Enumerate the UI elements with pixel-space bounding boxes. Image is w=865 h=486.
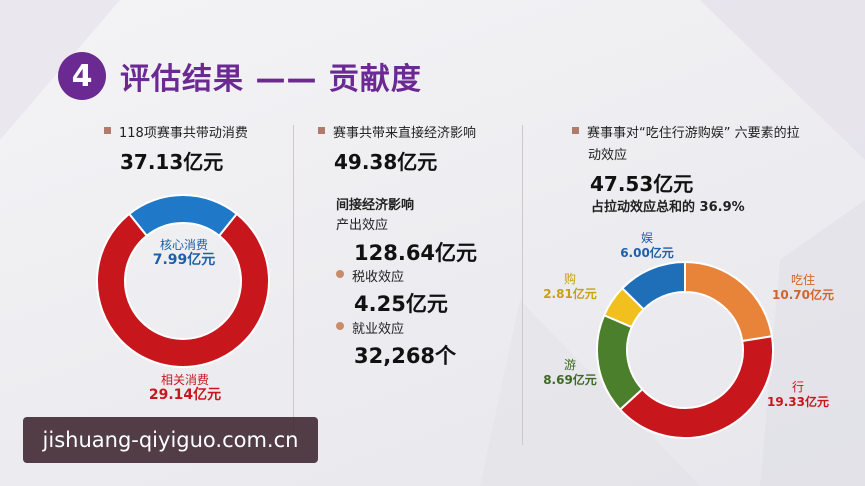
column-divider-2: [522, 125, 523, 445]
col1-heading: 118项赛事共带动消费: [104, 122, 248, 141]
segment-label-chizhu: 吃住 10.70亿元: [763, 273, 843, 303]
jobs-effect-label: 就业效应: [352, 322, 405, 337]
bullet-square-icon: [104, 127, 111, 134]
segment-value-gou: 2.81亿元: [543, 287, 597, 301]
share-value: 36.9%: [699, 200, 745, 215]
jobs-effect-value: 32,268个: [354, 344, 457, 368]
six-elements-donut-chart: [596, 260, 774, 439]
related-consumption-value: 29.14亿元: [148, 387, 222, 403]
page-title: 评估结果 —— 贡献度: [120, 62, 422, 97]
col2-label: 赛事共带来直接经济影响: [333, 126, 477, 141]
bullet-square-icon: [572, 127, 579, 134]
bullet-dot-icon: [336, 270, 344, 278]
segment-label-gou: 购 2.81亿元: [530, 272, 610, 302]
segment-value-chizhu: 10.70亿元: [772, 288, 834, 302]
segment-name-gou: 购: [563, 272, 576, 286]
six-elements-slice-4: [620, 260, 686, 311]
core-consumption-value: 7.99亿元: [152, 252, 216, 268]
column-divider-1: [293, 125, 294, 445]
six-elements-slice-0: [684, 260, 774, 343]
direct-impact-value: 49.38亿元: [334, 150, 438, 174]
segment-value-yu: 6.00亿元: [620, 246, 674, 260]
six-elements-slice-1: [618, 335, 774, 439]
bullet-dot-icon: [336, 322, 344, 330]
col3-heading: 赛事事对“吃住行游购娱” 六要素的拉: [572, 122, 800, 141]
share-line: 占拉动效应总和的 36.9%: [591, 196, 745, 215]
segment-label-you: 游 8.69亿元: [530, 358, 610, 388]
segment-name-yu: 娱: [640, 231, 653, 245]
related-consumption-label: 相关消费 29.14亿元: [130, 373, 240, 403]
col3-label-line1: 赛事事对“吃住行游购娱” 六要素的拉: [587, 126, 800, 141]
segment-label-xing: 行 19.33亿元: [754, 380, 842, 410]
core-consumption-label: 核心消费 7.99亿元: [140, 238, 228, 268]
section-number-badge: 4: [58, 52, 106, 100]
col3-label-line2: 动效应: [588, 148, 628, 163]
tax-effect-value: 4.25亿元: [354, 292, 448, 316]
col1-label: 118项赛事共带动消费: [119, 126, 248, 141]
section-header: 4 评估结果 —— 贡献度: [58, 50, 422, 102]
segment-name-you: 游: [563, 358, 576, 372]
consumption-slice-0: [127, 194, 239, 238]
output-effect-value: 128.64亿元: [354, 241, 478, 265]
segment-name-xing: 行: [791, 380, 804, 394]
segment-label-yu: 娱 6.00亿元: [612, 231, 682, 261]
jobs-effect-row: 就业效应: [336, 318, 404, 337]
related-consumption-name: 相关消费: [160, 373, 209, 387]
col2-heading: 赛事共带来直接经济影响: [318, 122, 476, 141]
col1-total: 37.13亿元: [120, 150, 224, 174]
share-text: 占拉动效应总和的: [591, 200, 696, 215]
bullet-square-icon: [318, 127, 325, 134]
segment-value-xing: 19.33亿元: [767, 395, 829, 409]
tax-effect-label: 税收效应: [352, 270, 405, 285]
indirect-impact-heading: 间接经济影响: [336, 198, 415, 213]
consumption-slice-1: [96, 212, 270, 368]
segment-value-you: 8.69亿元: [543, 373, 597, 387]
segment-name-chizhu: 吃住: [790, 273, 815, 287]
six-elements-total: 47.53亿元: [590, 172, 694, 196]
consumption-donut-chart: [96, 194, 270, 368]
watermark-banner: jishuang-qiyiguo.com.cn: [23, 417, 318, 463]
output-effect-label: 产出效应: [336, 218, 389, 233]
core-consumption-name: 核心消费: [159, 238, 208, 252]
tax-effect-row: 税收效应: [336, 266, 404, 285]
